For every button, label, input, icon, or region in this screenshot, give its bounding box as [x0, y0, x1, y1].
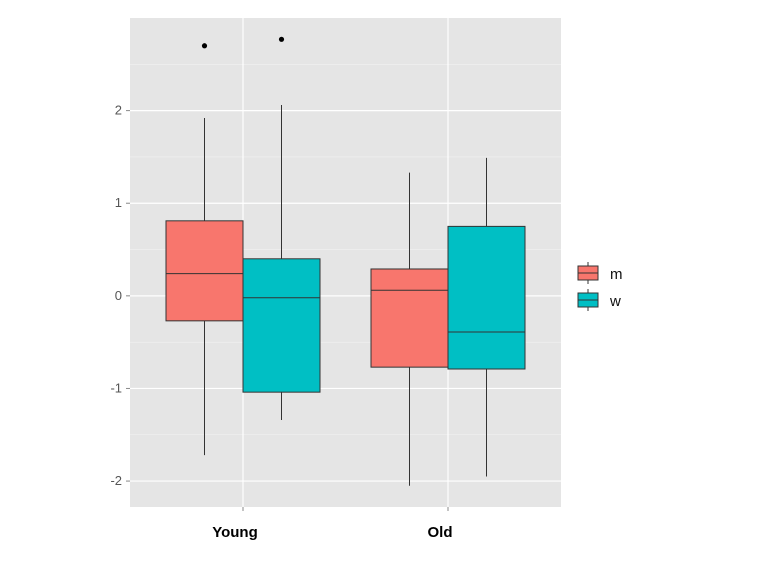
legend-entry-m: m	[577, 262, 623, 284]
box-m-young	[165, 43, 244, 456]
legend-label: m	[610, 266, 623, 283]
box-iqr	[370, 268, 449, 368]
legend: mw	[577, 262, 623, 311]
y-tick-label: 2	[115, 103, 122, 118]
outlier-point	[278, 36, 285, 42]
box-iqr	[242, 258, 321, 393]
y-tick-label: -2	[110, 473, 122, 488]
legend-label: w	[609, 293, 621, 310]
x-category-label: Old	[428, 524, 453, 541]
box-m-old	[370, 172, 449, 486]
box-iqr	[165, 220, 244, 322]
outlier-point	[201, 43, 208, 49]
x-category-label: Young	[212, 524, 258, 541]
y-tick-label: 0	[115, 288, 122, 303]
y-tick-label: -1	[110, 380, 122, 395]
box-w-young	[242, 36, 321, 420]
y-tick-label: 1	[115, 195, 122, 210]
box-layer	[165, 36, 526, 486]
box-w-old	[447, 157, 526, 477]
legend-entry-w: w	[577, 289, 621, 311]
box-iqr	[447, 225, 526, 370]
axis-layer: -2 -1 0 1 2 Young Old	[110, 103, 452, 541]
